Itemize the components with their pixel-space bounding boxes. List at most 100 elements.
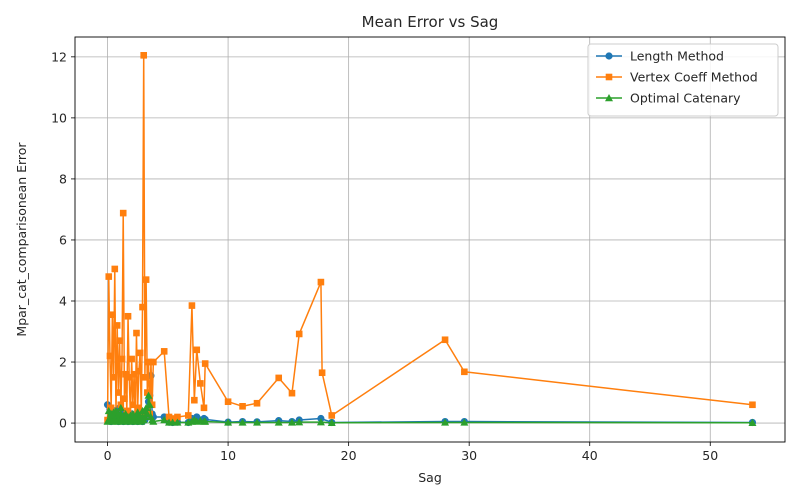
legend-swatch-marker [605,94,613,102]
data-point [141,373,149,381]
data-point [173,418,182,426]
data-point [107,404,115,412]
data-point [129,401,137,409]
data-point [125,373,133,381]
legend-swatch-marker [605,52,613,60]
legend-box [587,43,779,117]
data-point [224,418,233,426]
data-point [197,380,204,387]
data-point [109,311,116,319]
data-point [224,398,232,406]
data-point [441,336,449,344]
legend-label: Length Method [630,49,724,64]
data-point [110,373,117,381]
x-axis-title: Sag [418,470,442,485]
data-point [116,403,125,412]
legend-label: Optimal Catenary [630,91,741,106]
data-point [144,391,153,399]
y-tick-label: 0 [59,416,67,431]
data-point [105,273,113,280]
data-point [124,312,132,320]
data-point [140,52,148,59]
y-tick-label: 2 [59,355,67,370]
data-point [318,369,326,377]
data-point [113,322,121,329]
data-point [239,402,246,410]
data-point [287,418,296,426]
data-point [238,418,247,426]
data-point [143,409,152,418]
ticks: 0 10 20 30 40 50 0 2 4 6 8 10 12 [51,49,718,463]
data-point [160,416,169,424]
data-point [461,368,468,376]
data-point [317,278,325,286]
data-point [119,209,127,217]
y-tick-label: 6 [59,232,67,247]
x-tick-label: 50 [702,448,718,463]
data-point [174,413,181,421]
data-point [134,404,141,412]
data-point [295,418,304,426]
series-2 [103,391,757,426]
x-tick-label: 0 [104,448,112,463]
data-point [274,418,283,426]
data-point [115,389,122,396]
legend-label: Vertex Coeff Method [630,70,758,85]
data-point [139,303,146,311]
data-point [111,265,119,273]
data-point [295,330,303,338]
series-layer [103,52,757,427]
data-point [146,410,154,418]
data-point [114,409,123,418]
data-point [288,389,296,397]
data-point [149,417,158,425]
data-point [185,412,192,419]
legend-item: Vertex Coeff Method [596,70,758,85]
data-point [128,355,135,363]
data-point [144,389,151,396]
y-tick-label: 8 [59,171,67,186]
data-point [188,302,196,309]
data-point [201,417,210,425]
data-point [165,413,173,421]
data-point [148,401,156,409]
data-point [748,418,757,426]
data-point [253,418,262,426]
data-point [118,355,126,363]
data-point [327,418,336,426]
data-point [145,400,154,408]
y-tick-label: 4 [59,293,67,308]
data-point [201,360,209,367]
data-point [749,401,756,409]
data-point [106,352,114,360]
y-tick-label: 10 [51,110,67,125]
data-point [116,337,123,344]
legend: Length Method Vertex Coeff Method Optimal … [587,43,779,117]
y-axis-title: Mpar_cat_comparisonean Error [14,142,29,337]
data-point [133,329,140,337]
data-point [142,276,150,283]
legend-swatch-marker [605,73,613,81]
data-point [122,370,129,378]
data-point [460,418,469,426]
data-point [200,404,208,412]
data-point [160,348,168,355]
legend-item: Length Method [596,49,724,64]
data-point [441,418,450,426]
x-tick-label: 30 [461,448,477,463]
data-point [253,399,261,407]
x-tick-label: 20 [341,448,357,463]
data-point [135,367,143,375]
data-point [328,412,336,419]
data-point [130,370,138,378]
data-point [191,396,198,404]
data-point [123,407,131,415]
chart-title: Mean Error vs Sag [362,13,499,31]
plot-frame [74,36,786,443]
data-point [121,395,128,402]
data-point [193,346,201,354]
x-tick-label: 10 [220,448,236,463]
data-point [136,349,144,357]
y-tick-label: 12 [51,49,67,64]
